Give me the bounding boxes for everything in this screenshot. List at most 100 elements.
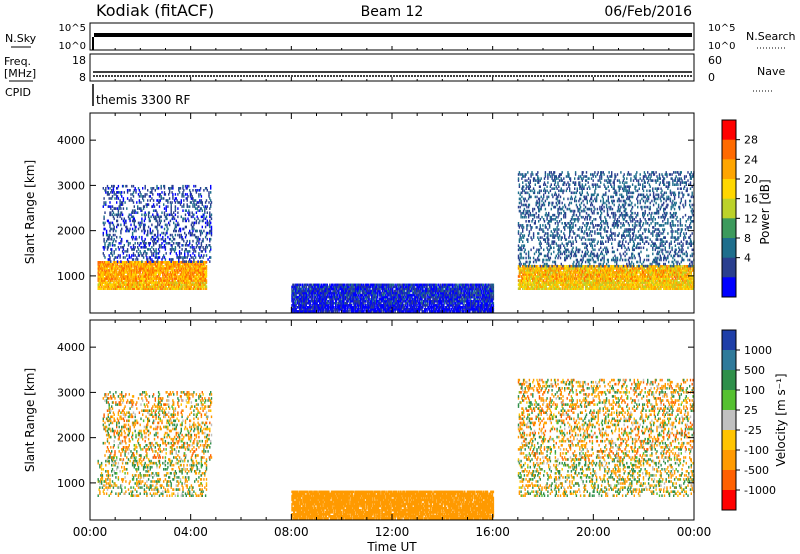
freq-label-1: Freq. — [4, 55, 31, 68]
heatmap-cell — [173, 279, 176, 282]
heatmap-cell — [519, 197, 521, 201]
heatmap-cell — [675, 269, 677, 272]
heatmap-cell — [632, 273, 635, 276]
heatmap-cell — [160, 261, 162, 264]
heatmap-cell — [143, 250, 146, 253]
heatmap-cell — [549, 285, 552, 288]
heatmap-cell — [112, 187, 115, 190]
heatmap-cell — [595, 267, 597, 270]
heatmap-cell — [181, 256, 183, 259]
heatmap-cell — [175, 225, 177, 229]
heatmap-cell — [173, 265, 175, 268]
heatmap-cell — [538, 273, 540, 276]
heatmap-cell — [172, 197, 174, 200]
heatmap-cell — [672, 275, 674, 278]
heatmap-cell — [594, 273, 596, 276]
heatmap-cell — [604, 283, 606, 286]
heatmap-cell — [199, 201, 202, 204]
heatmap-cell — [639, 273, 641, 276]
heatmap-cell — [517, 224, 520, 227]
heatmap-cell — [157, 223, 159, 227]
heatmap-cell — [174, 229, 177, 233]
heatmap-cell — [558, 271, 560, 274]
heatmap-cell — [205, 287, 208, 290]
heatmap-cell — [179, 277, 182, 280]
heatmap-cell — [665, 285, 667, 288]
heatmap-cell — [596, 281, 599, 284]
heatmap-cell — [153, 273, 156, 276]
heatmap-cell — [524, 203, 526, 207]
heatmap-cell — [175, 229, 177, 233]
heatmap-cell — [151, 283, 153, 286]
heatmap-cell — [598, 285, 600, 288]
heatmap-cell — [152, 287, 154, 290]
heatmap-cell — [134, 237, 136, 241]
heatmap-cell — [522, 226, 525, 229]
heatmap-cell — [670, 269, 672, 272]
heatmap-cell — [137, 277, 140, 280]
heatmap-cell — [153, 205, 156, 208]
heatmap-cell — [553, 273, 555, 276]
heatmap-cell — [523, 281, 526, 284]
heatmap-cell — [528, 277, 531, 280]
heatmap-cell — [110, 285, 112, 288]
heatmap-cell — [667, 275, 669, 278]
heatmap-cell — [578, 273, 580, 276]
heatmap-cell — [613, 283, 615, 286]
heatmap-cell — [111, 273, 113, 276]
heatmap-cell — [155, 209, 157, 212]
heatmap-cell — [562, 279, 564, 282]
heatmap-cell — [153, 217, 156, 221]
heatmap-cell — [617, 275, 620, 278]
heatmap-cell — [162, 235, 164, 239]
heatmap-cell — [164, 258, 167, 261]
heatmap-cell — [636, 271, 638, 274]
heatmap-cell — [663, 279, 665, 282]
heatmap-cell — [192, 189, 194, 192]
heatmap-cell — [108, 283, 110, 286]
heatmap-cell — [105, 229, 108, 233]
heatmap-cell — [525, 220, 527, 223]
heatmap-cell — [111, 285, 113, 288]
heatmap-cell — [675, 279, 677, 282]
heatmap-cell — [120, 285, 122, 288]
heatmap-cell — [657, 281, 659, 284]
heatmap-cell — [145, 283, 147, 286]
heatmap-cell — [179, 227, 182, 231]
heatmap-cell — [536, 287, 538, 290]
heatmap-cell — [173, 277, 176, 280]
heatmap-cell — [565, 277, 568, 280]
heatmap-cell — [558, 265, 561, 268]
heatmap-cell — [163, 271, 165, 274]
heatmap-cell — [645, 285, 647, 288]
heatmap-cell — [642, 265, 644, 268]
heatmap-cell — [132, 252, 135, 255]
heatmap-cell — [135, 281, 137, 284]
heatmap-cell — [527, 287, 529, 290]
heatmap-cell — [110, 191, 112, 194]
heatmap-cell — [631, 275, 634, 278]
heatmap-cell — [186, 205, 188, 208]
heatmap-cell — [181, 285, 183, 288]
heatmap-cell — [106, 283, 109, 286]
heatmap-cell — [103, 227, 105, 231]
heatmap-cell — [653, 271, 656, 274]
heatmap-cell — [202, 261, 204, 264]
heatmap-cell — [642, 281, 645, 284]
heatmap-cell — [184, 287, 187, 290]
heatmap-cell — [103, 201, 105, 204]
heatmap-cell — [678, 277, 680, 280]
heatmap-cell — [137, 287, 139, 290]
heatmap-cell — [126, 283, 129, 286]
heatmap-cell — [111, 273, 114, 276]
heatmap-cell — [126, 275, 128, 278]
heatmap-cell — [673, 285, 675, 288]
heatmap-cell — [126, 229, 128, 233]
heatmap-cell — [200, 260, 203, 263]
heatmap-cell — [152, 215, 155, 219]
heatmap-cell — [523, 269, 526, 272]
heatmap-cell — [613, 285, 615, 288]
heatmap-cell — [156, 199, 158, 202]
heatmap-cell — [534, 279, 536, 282]
heatmap-cell — [163, 256, 166, 259]
